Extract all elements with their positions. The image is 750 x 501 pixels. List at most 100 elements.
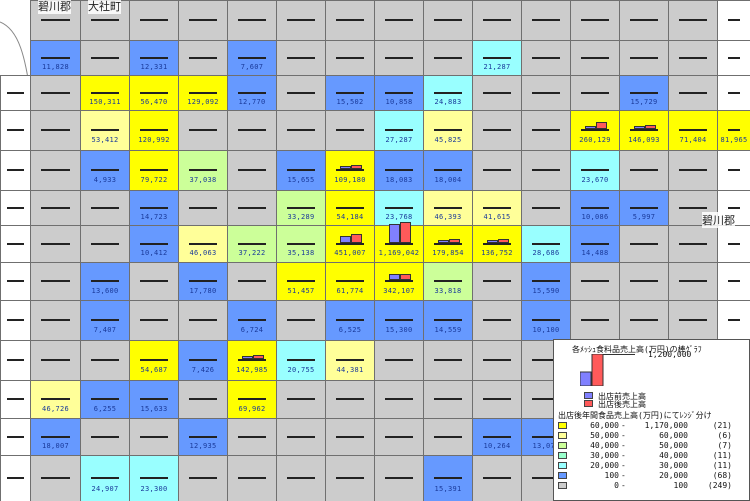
mesh-cell — [0, 150, 31, 191]
after-sales-bar — [400, 221, 411, 243]
mesh-cell — [129, 418, 179, 456]
legend-class-high: 20,000 — [659, 471, 688, 480]
mesh-cell — [472, 110, 522, 151]
mesh-value-label: 6,724 — [240, 326, 264, 334]
mesh-cell — [80, 40, 130, 76]
mesh-cell — [80, 190, 130, 226]
mesh-cell: 14,723 — [129, 190, 179, 226]
mesh-cell: 129,092 — [178, 75, 228, 111]
mesh-cell — [325, 455, 375, 501]
mesh-baseline — [434, 19, 462, 21]
mesh-value-label: 24,883 — [434, 98, 462, 106]
mesh-value-label: 15,655 — [287, 176, 315, 184]
mesh-value-label: 11,828 — [41, 63, 70, 71]
legend-before-swatch — [584, 392, 593, 399]
legend-class-swatch — [558, 452, 567, 459]
mesh-cell — [668, 300, 718, 341]
mesh-value-label: 14,488 — [581, 249, 609, 257]
mesh-baseline — [336, 243, 364, 245]
mesh-cell — [178, 110, 228, 151]
mesh-baseline — [140, 243, 168, 245]
mesh-baseline — [287, 280, 315, 282]
mesh-cell: 6,255 — [80, 380, 130, 419]
mesh-baseline — [41, 92, 70, 94]
mesh-value-label: 18,004 — [434, 176, 462, 184]
legend-class-low: 30,000 — [590, 451, 619, 460]
mesh-cell — [276, 110, 326, 151]
mesh-baseline — [679, 169, 707, 171]
mesh-baseline — [679, 207, 707, 209]
mesh-cell — [668, 225, 718, 263]
mesh-value-label: 15,502 — [336, 98, 364, 106]
mesh-cell — [276, 300, 326, 341]
mesh-cell — [619, 300, 669, 341]
mesh-cell: 37,222 — [227, 225, 277, 263]
mesh-cell — [30, 340, 81, 381]
mesh-value-label: 41,615 — [483, 213, 511, 221]
mesh-baseline — [728, 57, 740, 59]
mesh-baseline — [532, 359, 560, 361]
mesh-baseline — [7, 359, 24, 361]
mesh-cell — [0, 225, 31, 263]
mesh-baseline — [238, 57, 266, 59]
mesh-cell: 12,331 — [129, 40, 179, 76]
mesh-cell — [30, 300, 81, 341]
mesh-cell: 35,138 — [276, 225, 326, 263]
legend-class-swatch — [558, 462, 567, 469]
legend-class-count: (21) — [712, 421, 732, 430]
mesh-baseline — [7, 169, 24, 171]
mesh-cell: 24,883 — [423, 75, 473, 111]
legend-class-dash: - — [621, 451, 626, 460]
mesh-value-label: 27,287 — [385, 136, 413, 144]
mesh-baseline — [630, 319, 658, 321]
mesh-value-label: 120,992 — [138, 136, 170, 144]
mesh-cell — [0, 190, 31, 226]
mesh-baseline — [140, 359, 168, 361]
mesh-baseline — [679, 319, 707, 321]
mesh-baseline — [7, 436, 24, 438]
before-sales-bar — [487, 240, 498, 243]
mesh-value-label: 23,300 — [140, 485, 168, 493]
mesh-cell — [570, 262, 620, 301]
mesh-baseline — [679, 92, 707, 94]
mesh-baseline — [385, 280, 413, 282]
mesh-baseline — [581, 207, 609, 209]
mesh-baseline — [140, 92, 168, 94]
mesh-baseline — [630, 243, 658, 245]
mesh-cell — [570, 300, 620, 341]
mesh-baseline — [91, 19, 119, 21]
mesh-baseline — [91, 319, 119, 321]
mesh-baseline — [630, 280, 658, 282]
mesh-value-label: 10,858 — [385, 98, 413, 106]
mesh-cell — [30, 225, 81, 263]
mesh-baseline — [91, 243, 119, 245]
mesh-value-label: 179,854 — [432, 249, 464, 257]
mesh-value-label: 15,633 — [140, 405, 168, 413]
mesh-baseline — [7, 319, 24, 321]
after-sales-bar — [645, 125, 656, 129]
mesh-baseline — [679, 19, 707, 21]
mesh-cell: 109,180 — [325, 150, 375, 191]
mesh-baseline — [140, 19, 168, 21]
mesh-cell — [30, 150, 81, 191]
mesh-bar-chart — [585, 121, 607, 129]
mesh-value-label: 12,770 — [238, 98, 266, 106]
legend-class-high: 100 — [673, 481, 688, 490]
legend-class-swatch — [558, 442, 567, 449]
mesh-cell — [717, 225, 750, 263]
mesh-cell: 71,404 — [668, 110, 718, 151]
mesh-cell: 179,854 — [423, 225, 473, 263]
mesh-baseline — [385, 57, 413, 59]
mesh-cell — [717, 150, 750, 191]
mesh-baseline — [630, 169, 658, 171]
mesh-cell: 53,412 — [80, 110, 130, 151]
after-sales-bar — [449, 239, 460, 243]
mesh-cell — [374, 455, 424, 501]
mesh-baseline — [140, 319, 168, 321]
mesh-baseline — [581, 57, 609, 59]
mesh-value-label: 79,722 — [140, 176, 168, 184]
legend-class-low: 60,000 — [590, 421, 619, 430]
legend-class-dash: - — [621, 461, 626, 470]
mesh-value-label: 37,038 — [189, 176, 217, 184]
mesh-baseline — [630, 19, 658, 21]
